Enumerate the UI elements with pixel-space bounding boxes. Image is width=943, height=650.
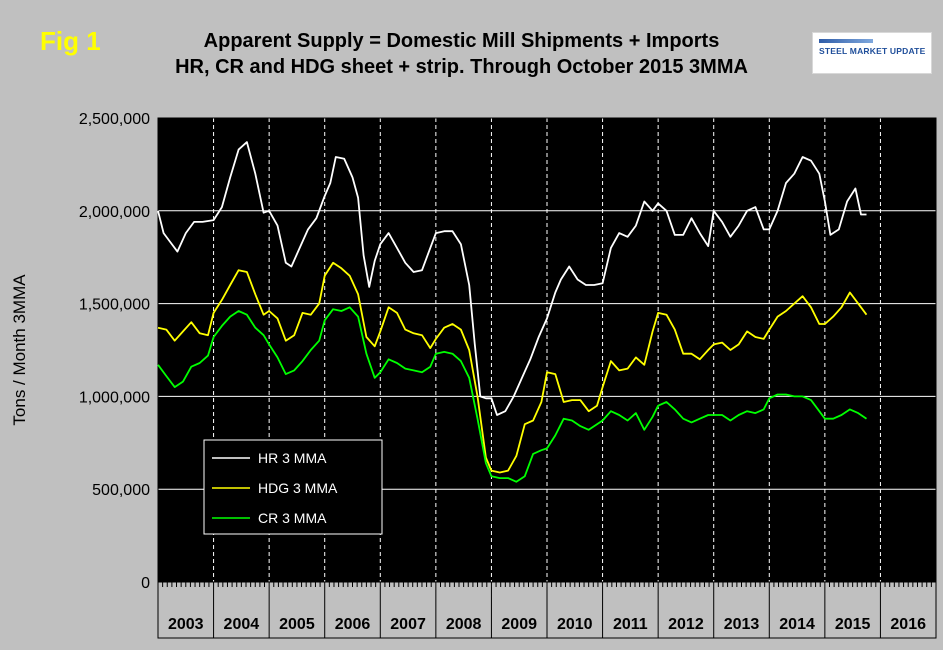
x-category-label: 2015: [835, 616, 871, 633]
x-category-label: 2008: [446, 616, 482, 633]
chart-title: Apparent Supply = Domestic Mill Shipment…: [203, 30, 720, 52]
legend-label: HDG 3 MMA: [258, 480, 338, 496]
y-tick-label: 1,000,000: [79, 389, 150, 406]
y-tick-label: 1,500,000: [79, 297, 150, 314]
y-axis-ticks: 0 500,000 1,000,000 1,500,000 2,000,000 2,500…: [79, 111, 150, 592]
x-category-label: 2016: [890, 616, 926, 633]
y-tick-label: 0: [141, 575, 150, 592]
y-tick-label: 500,000: [92, 482, 150, 499]
x-category-label: 2007: [390, 616, 426, 633]
legend: HR 3 MMA HDG 3 MMA CR 3 MMA: [203, 439, 383, 535]
x-category-label: 2013: [724, 616, 760, 633]
legend-label: CR 3 MMA: [258, 510, 327, 526]
x-category-label: 2006: [335, 616, 371, 633]
legend-label: HR 3 MMA: [258, 450, 327, 466]
x-category-label: 2004: [224, 616, 260, 633]
figure-label: Fig 1: [40, 26, 101, 56]
series-line-cr: [157, 306, 868, 483]
x-category-label: 2005: [279, 616, 315, 633]
y-tick-label: 2,500,000: [79, 111, 150, 128]
series-lines: [157, 141, 868, 483]
logo-text: STEEL MARKET UPDATE: [819, 46, 926, 56]
steel-market-update-logo: STEEL MARKET UPDATE: [812, 32, 932, 74]
x-axis-categories: 2003 2004 2005 2006 2007 2008 2009 2010 2011 2012…: [157, 581, 937, 639]
chart-subtitle: HR, CR and HDG sheet + strip. Through Oc…: [175, 56, 748, 78]
x-category-label: 2011: [613, 616, 648, 633]
x-category-label: 2009: [501, 616, 537, 633]
x-category-label: 2010: [557, 616, 593, 633]
y-tick-label: 2,000,000: [79, 204, 150, 221]
logo-accent-bar: [819, 39, 873, 43]
x-category-label: 2012: [668, 616, 704, 633]
x-category-label: 2003: [168, 616, 204, 633]
x-category-label: 2014: [779, 616, 815, 633]
series-line-hr: [157, 141, 867, 416]
series-line-hdg: [157, 261, 868, 474]
